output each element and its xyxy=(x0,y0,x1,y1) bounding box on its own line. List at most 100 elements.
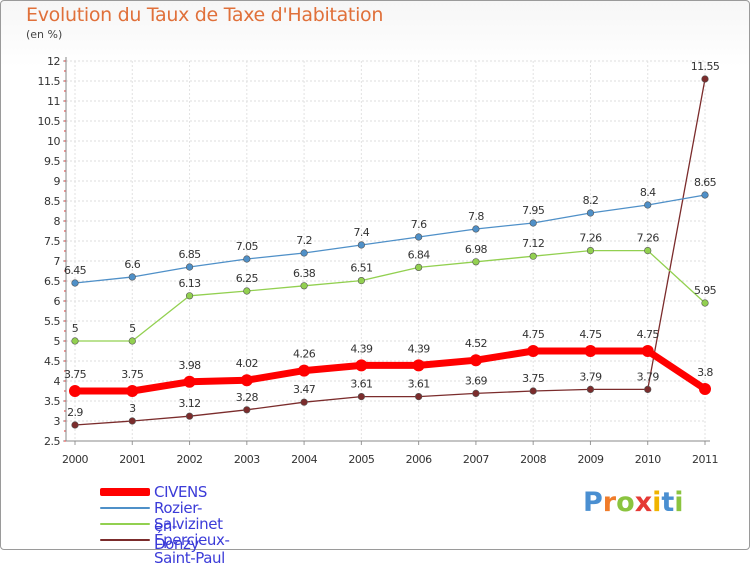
series-line-0 xyxy=(75,347,707,395)
logo-letter: r xyxy=(602,487,617,518)
data-point xyxy=(644,201,652,209)
logo-letter: P xyxy=(583,487,603,518)
x-tick-label: 2010 xyxy=(635,453,661,466)
data-label: 11.55 xyxy=(691,60,720,73)
data-point xyxy=(357,241,365,249)
data-point xyxy=(529,219,537,227)
data-label: 7.26 xyxy=(579,232,602,245)
data-label: 6.84 xyxy=(408,248,431,261)
data-label: 2.9 xyxy=(67,406,83,419)
data-point xyxy=(472,258,480,266)
data-point xyxy=(586,385,595,394)
data-point xyxy=(69,385,81,397)
y-tick-label: 6.5 xyxy=(44,275,60,288)
data-point xyxy=(701,75,709,83)
y-tick-label: 5.5 xyxy=(44,315,60,328)
series-line-3 xyxy=(74,78,706,426)
data-label: 5.95 xyxy=(694,284,717,297)
data-point xyxy=(415,393,423,401)
data-label: 3.61 xyxy=(408,378,430,391)
data-label: 6.45 xyxy=(64,264,87,277)
y-tick-label: 10 xyxy=(47,135,60,148)
data-label: 3.75 xyxy=(121,368,144,381)
data-point xyxy=(128,273,136,281)
data-point xyxy=(243,287,251,295)
x-tick-label: 2000 xyxy=(62,453,88,466)
data-point xyxy=(699,383,711,395)
data-label: 4.52 xyxy=(465,337,487,350)
data-point xyxy=(300,249,308,257)
x-tick-label: 2008 xyxy=(520,453,546,466)
data-point xyxy=(701,299,709,307)
data-label: 7.26 xyxy=(637,232,660,245)
logo-letter: i xyxy=(652,487,662,518)
proxiti-logo: Proxiti xyxy=(583,487,684,518)
data-label: 4.75 xyxy=(637,328,660,341)
data-label: 4.75 xyxy=(579,328,602,341)
data-point xyxy=(128,417,136,425)
y-tick-label: 6 xyxy=(54,295,61,308)
data-label: 3.61 xyxy=(350,378,372,391)
data-label: 3.69 xyxy=(465,374,488,387)
y-tick-label: 11 xyxy=(47,95,60,108)
data-point xyxy=(529,252,537,260)
data-label: 6.98 xyxy=(465,243,488,256)
data-point xyxy=(128,337,136,345)
data-point xyxy=(355,359,368,372)
data-label: 8.65 xyxy=(694,176,717,189)
data-point xyxy=(183,375,196,388)
y-tick-label: 3.5 xyxy=(44,395,60,408)
data-label: 7.05 xyxy=(236,240,259,253)
data-label: 7.2 xyxy=(296,234,312,247)
y-tick-label: 7 xyxy=(54,255,61,268)
data-label: 3.28 xyxy=(236,391,259,404)
data-label: 3.12 xyxy=(178,397,200,410)
legend-swatch xyxy=(100,523,150,525)
data-label: 5 xyxy=(129,322,136,335)
data-point xyxy=(71,421,79,429)
data-label: 4.26 xyxy=(293,348,316,361)
data-label: 3.79 xyxy=(579,370,602,383)
data-point xyxy=(415,233,423,241)
series-line-1 xyxy=(74,194,706,284)
data-point xyxy=(185,263,194,271)
chart-subtitle: (en %) xyxy=(26,28,63,41)
x-tick-label: 2011 xyxy=(692,453,718,466)
data-label: 8.2 xyxy=(583,194,599,207)
legend-swatch xyxy=(100,507,150,509)
legend-label: Rozier-en-Donzy xyxy=(154,499,203,553)
y-tick-label: 4.5 xyxy=(44,355,60,368)
data-point xyxy=(185,292,194,300)
data-label: 6.25 xyxy=(236,272,259,285)
data-label: 4.39 xyxy=(408,342,431,355)
data-label: 5 xyxy=(72,322,79,335)
x-tick-label: 2006 xyxy=(406,453,432,466)
data-label: 3.8 xyxy=(697,366,713,379)
data-point xyxy=(240,374,253,387)
data-label: 7.8 xyxy=(468,210,484,223)
data-label: 3.79 xyxy=(637,370,660,383)
y-tick-label: 3 xyxy=(54,415,61,428)
data-label: 4.39 xyxy=(350,342,373,355)
legend-swatch xyxy=(100,539,150,541)
data-label: 3.75 xyxy=(522,372,545,385)
data-point xyxy=(185,412,194,420)
legend-label: Épercieux-Saint-Paul xyxy=(154,531,230,567)
data-label: 6.51 xyxy=(350,262,372,275)
legend-swatch xyxy=(100,488,150,496)
logo-letter: i xyxy=(674,487,684,518)
data-point xyxy=(472,225,480,233)
data-point xyxy=(641,345,654,357)
logo-letter: o xyxy=(616,487,635,518)
y-tick-label: 7.5 xyxy=(44,235,60,248)
y-tick-label: 11.5 xyxy=(38,75,61,88)
data-label: 6.6 xyxy=(124,258,140,271)
data-point xyxy=(529,387,537,395)
data-point xyxy=(243,255,251,263)
y-tick-label: 4 xyxy=(54,375,61,388)
data-label: 7.4 xyxy=(354,226,370,239)
logo-letter: t xyxy=(661,487,675,518)
data-label: 6.85 xyxy=(178,248,201,261)
logo-letter: x xyxy=(634,487,653,518)
data-point xyxy=(701,191,709,199)
